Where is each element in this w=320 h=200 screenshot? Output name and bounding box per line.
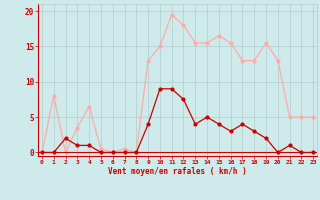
- X-axis label: Vent moyen/en rafales ( km/h ): Vent moyen/en rafales ( km/h ): [108, 167, 247, 176]
